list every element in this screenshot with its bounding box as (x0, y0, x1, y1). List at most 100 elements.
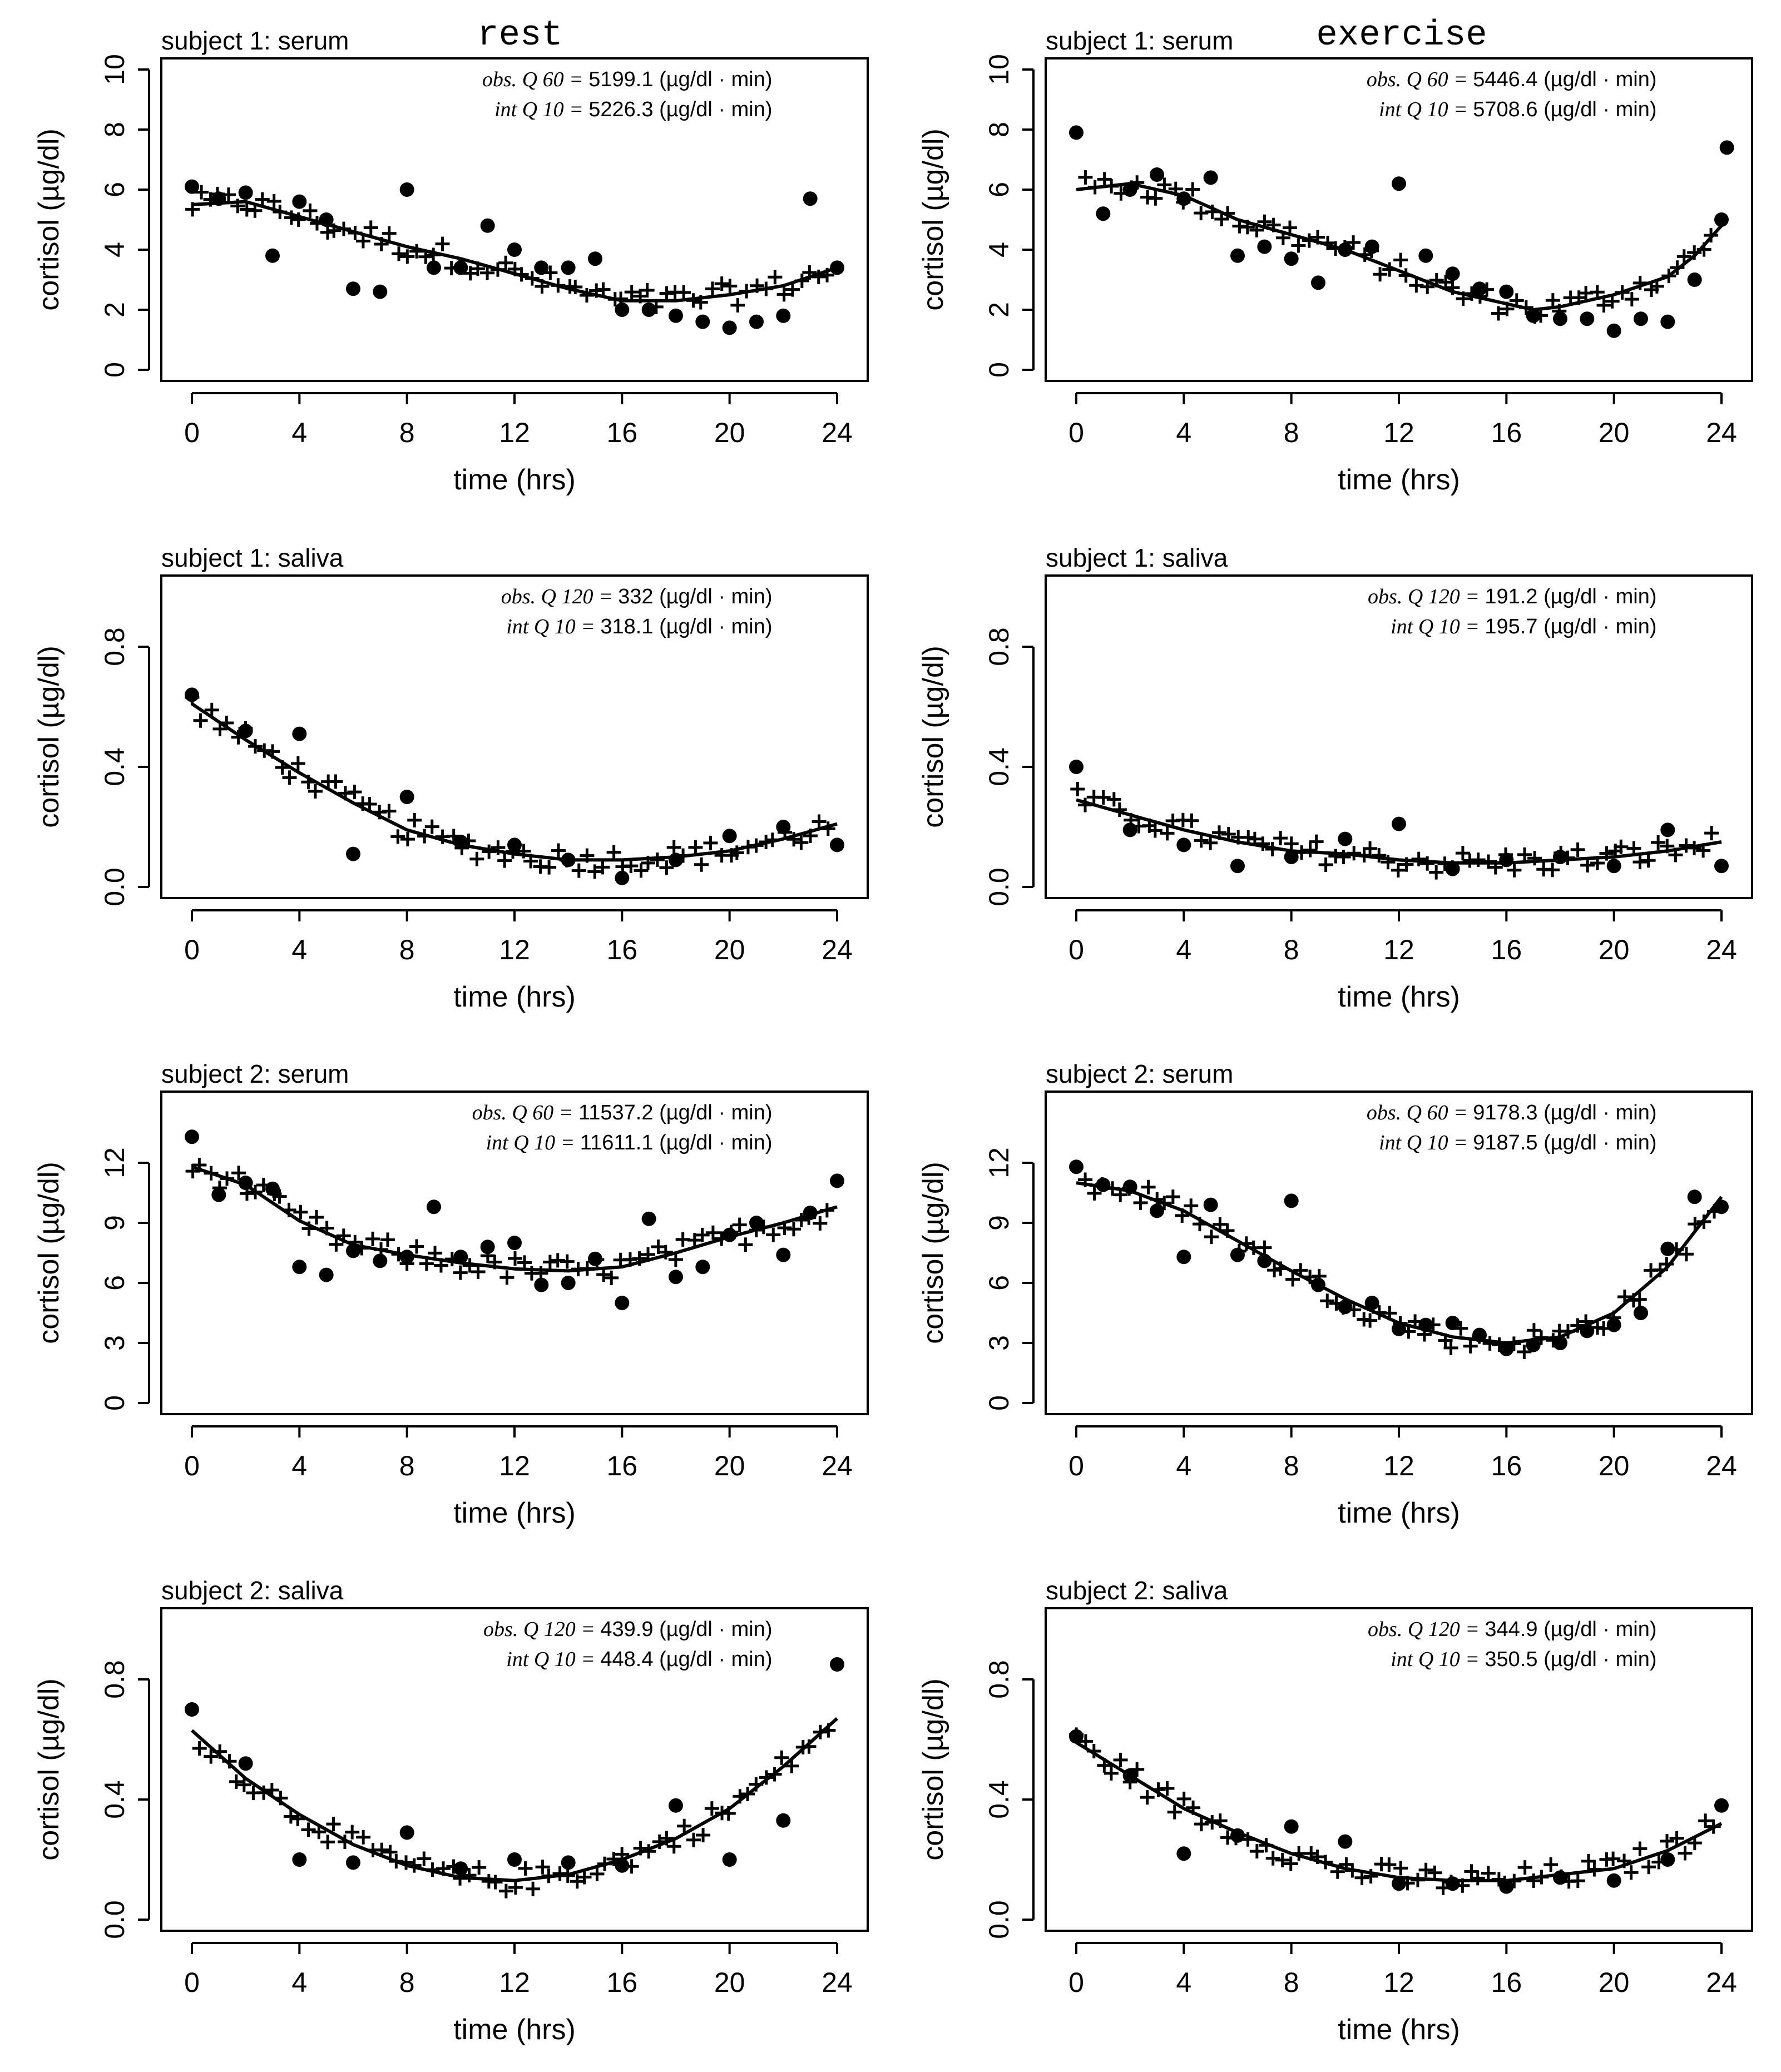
sample-plus-marker (1373, 267, 1388, 282)
sample-plus-marker (1491, 306, 1506, 321)
observed-point (1338, 1834, 1353, 1849)
sample-plus-marker (1147, 823, 1162, 838)
observed-point (722, 320, 737, 335)
sample-plus-marker (776, 287, 791, 302)
smoothed-curve (191, 702, 838, 862)
sample-plus-marker (508, 1251, 523, 1266)
x-tick-label: 12 (1383, 1967, 1414, 1998)
sample-plus-marker (1570, 842, 1585, 857)
sample-plus-marker (640, 283, 655, 298)
observed-point (1445, 861, 1460, 876)
sample-plus-marker (365, 1231, 380, 1246)
plot-frame (1045, 57, 1753, 382)
observed-point (292, 194, 307, 209)
observed-point (373, 1253, 388, 1268)
x-tick-label: 0 (1068, 934, 1084, 965)
observed-point (1660, 1852, 1675, 1867)
x-tick-label: 4 (291, 1450, 307, 1481)
annotation-label: obs. Q 120 = (501, 585, 618, 608)
sample-plus-marker (705, 1225, 720, 1240)
sample-plus-marker (596, 282, 611, 297)
observed-point (1203, 1197, 1218, 1212)
observed-point (1580, 311, 1595, 326)
annotation-unit: (µg/dl · min) (1543, 98, 1656, 121)
x-tick-label: 12 (499, 1967, 530, 1998)
sample-plus-marker (1275, 1852, 1290, 1867)
sample-plus-marker (1624, 292, 1639, 307)
observed-point (480, 218, 495, 233)
x-tick-label: 16 (607, 1450, 638, 1481)
observed-point (238, 1756, 253, 1771)
observed-point (669, 1270, 683, 1285)
sample-plus-marker (293, 1204, 308, 1220)
sample-plus-marker (1676, 249, 1691, 264)
observed-point (507, 242, 522, 257)
y-tick-label: 4 (983, 242, 1015, 257)
x-tick-label: 16 (1491, 934, 1522, 965)
smoothed-curve (1076, 1181, 1723, 1345)
sample-plus-marker (1184, 1198, 1199, 1213)
y-tick-label: 6 (983, 182, 1015, 197)
observed-point (480, 1240, 495, 1255)
x-tick-label: 4 (1176, 1450, 1191, 1481)
sample-plus-marker (535, 1860, 550, 1875)
observed-point (722, 829, 737, 844)
x-tick-label: 0 (1068, 1967, 1084, 1998)
y-tick-label: 9 (983, 1215, 1015, 1231)
observed-point (399, 182, 414, 197)
sample-plus-marker (204, 1749, 219, 1764)
sample-plus-marker (1320, 1293, 1335, 1308)
sample-plus-marker (1660, 1833, 1675, 1848)
sample-plus-marker (1641, 1860, 1656, 1875)
x-tick-label: 24 (822, 417, 853, 448)
sample-plus-marker (624, 285, 639, 300)
observed-point (1150, 1203, 1164, 1218)
observed-point (1445, 266, 1460, 281)
sample-plus-marker (1632, 855, 1648, 870)
sample-plus-marker (659, 860, 674, 875)
sample-plus-marker (424, 819, 439, 834)
annotation-unit: (µg/dl · min) (1543, 585, 1656, 608)
sample-plus-marker (668, 1252, 683, 1267)
x-tick-label: 4 (1176, 417, 1191, 448)
x-tick-label: 20 (1599, 417, 1630, 448)
y-tick-label: 2 (983, 302, 1015, 318)
annotation-unit: (µg/dl · min) (1543, 615, 1656, 638)
sample-plus-marker (1679, 1247, 1694, 1262)
sample-plus-marker (1580, 857, 1595, 873)
annotation-value: 5708.6 (1473, 98, 1543, 121)
chart-panel: subject 2: serum 0 4 8 12 16 20 24 time (hrs) 0 3 6… (917, 1059, 1753, 1529)
annotation-value: 5226.3 (588, 98, 659, 121)
sample-plus-marker (786, 1222, 801, 1237)
x-tick-label: 12 (499, 417, 530, 448)
observed-point (588, 251, 602, 266)
observed-point (373, 284, 388, 299)
x-axis-title: time (hrs) (453, 1497, 576, 1529)
sample-plus-marker (1176, 1791, 1191, 1806)
x-tick-label: 12 (1383, 934, 1414, 965)
panel-title: subject 1: serum (1046, 26, 1233, 55)
sample-plus-marker (577, 1870, 592, 1885)
x-axis-title: time (hrs) (1338, 2014, 1460, 2046)
y-tick-label: 6 (99, 182, 130, 197)
sample-plus-marker (1427, 1865, 1442, 1880)
observed-point (453, 260, 468, 275)
observed-point (507, 837, 522, 852)
annotation-line: obs. Q 60 = 5199.1 (µg/dl · min) (482, 68, 773, 91)
annotation-label: int Q 10 = (1391, 1648, 1485, 1671)
y-tick-label: 9 (99, 1215, 130, 1231)
annotation-label: int Q 10 = (506, 1648, 600, 1671)
y-tick-label: 0.0 (99, 1900, 130, 1939)
observed-point (1499, 1879, 1514, 1894)
sample-plus-marker (1429, 865, 1444, 880)
sample-plus-marker (704, 1801, 719, 1816)
sample-plus-marker (518, 1861, 533, 1876)
observed-point (185, 179, 199, 194)
sample-plus-marker (409, 1239, 424, 1254)
annotation-value: 439.9 (600, 1618, 659, 1641)
x-tick-label: 0 (1068, 1450, 1084, 1481)
sample-plus-marker (730, 298, 745, 313)
observed-point (1553, 850, 1567, 864)
sample-plus-marker (326, 1817, 341, 1832)
y-tick-label: 0.8 (983, 1660, 1015, 1699)
